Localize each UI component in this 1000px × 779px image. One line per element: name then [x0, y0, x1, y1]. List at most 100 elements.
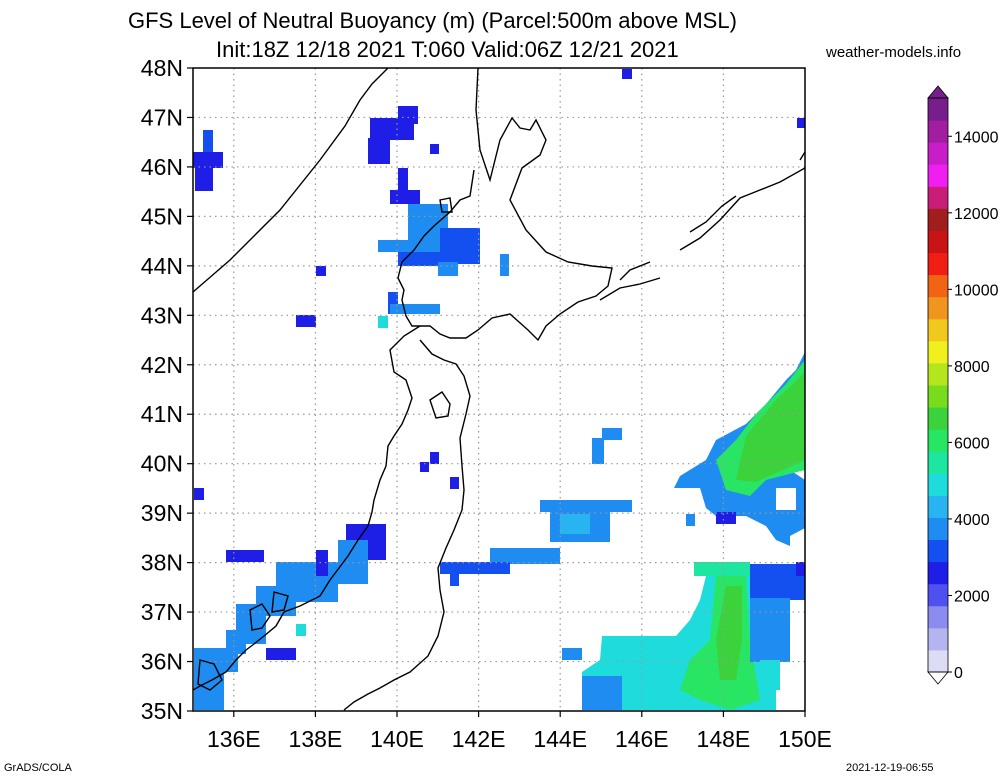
software-credit: GrADS/COLA — [4, 762, 72, 774]
lnb-field — [430, 452, 439, 464]
lnb-field — [694, 562, 750, 576]
colorbar-swatch — [928, 98, 948, 121]
lnb-field — [266, 648, 296, 660]
lnb-field — [716, 586, 742, 680]
lat-label: 47N — [141, 104, 183, 130]
lnb-field — [378, 240, 408, 252]
colorbar-swatch — [928, 296, 948, 320]
colorbar-label: 14000 — [954, 129, 999, 146]
render-timestamp: 2021-12-19-06:55 — [846, 762, 934, 774]
colorbar-swatch — [928, 561, 948, 585]
colorbar-swatch — [928, 649, 948, 673]
lnb-field — [388, 292, 398, 314]
lnb-field — [398, 168, 408, 192]
colorbar-swatch — [928, 164, 948, 187]
colorbar-frame — [927, 97, 949, 673]
coastline — [619, 261, 651, 281]
colorbar-swatch — [928, 142, 948, 165]
coastline — [197, 659, 223, 691]
colorbar-label: 10000 — [954, 282, 999, 299]
lnb-field — [420, 462, 429, 472]
lat-label: 42N — [141, 352, 183, 378]
lon-label: 140E — [370, 726, 424, 752]
coastline — [689, 195, 737, 233]
colorbar-label: 0 — [954, 665, 963, 682]
colorbar-swatch — [928, 539, 948, 563]
lnb-field — [796, 562, 805, 576]
colorbar-swatch — [928, 407, 948, 430]
chart-title: GFS Level of Neutral Buoyancy (m) (Parce… — [128, 8, 737, 33]
lon-label: 136E — [207, 726, 261, 752]
lnb-field — [296, 315, 316, 327]
lnb-field — [398, 106, 418, 124]
coastline — [271, 591, 289, 613]
colorbar-top-arrow — [927, 85, 949, 99]
lon-label: 146E — [615, 726, 669, 752]
colorbar-swatch — [928, 230, 948, 254]
lat-label: 40N — [141, 451, 183, 477]
coastline — [599, 277, 661, 301]
lnb-field — [195, 165, 213, 191]
lat-label: 38N — [141, 550, 183, 576]
coastline — [439, 197, 453, 213]
colorbar-swatch — [928, 208, 948, 231]
lat-label: 48N — [141, 55, 183, 81]
coastline — [397, 68, 613, 342]
lnb-field — [203, 130, 213, 155]
coastline — [343, 339, 471, 711]
colorbar-swatch — [928, 495, 948, 518]
coastline — [193, 325, 421, 691]
colorbar-label: 12000 — [954, 206, 999, 223]
colorbar-swatch — [928, 120, 948, 143]
coastline — [193, 68, 389, 293]
colorbar-swatch — [928, 429, 948, 452]
colorbar-swatch — [928, 627, 948, 651]
lat-label: 46N — [141, 154, 183, 180]
lon-label: 150E — [778, 726, 832, 752]
colorbar-label: 4000 — [954, 512, 990, 529]
lat-label: 45N — [141, 203, 183, 229]
lnb-field — [602, 428, 622, 440]
lnb-field — [582, 676, 622, 710]
lnb-field — [430, 144, 439, 154]
lnb-field — [226, 550, 264, 562]
plot-frame — [192, 67, 806, 712]
colorbar-swatch — [928, 252, 948, 276]
coastline — [799, 151, 805, 161]
lnb-field — [716, 512, 736, 524]
colorbar-swatch — [928, 274, 948, 298]
lon-label: 144E — [533, 726, 587, 752]
colorbar-label: 6000 — [954, 435, 990, 452]
lat-label: 44N — [141, 253, 183, 279]
colorbar-swatch — [928, 186, 948, 209]
lon-label: 142E — [452, 726, 506, 752]
lnb-field — [562, 648, 582, 660]
colorbar-swatch — [928, 517, 948, 541]
lnb-field — [592, 438, 604, 464]
lat-label: 39N — [141, 500, 183, 526]
lnb-field — [440, 562, 510, 574]
lnb-field — [316, 550, 328, 576]
lnb-field — [194, 488, 204, 500]
lnb-field — [438, 262, 458, 276]
lnb-field — [776, 488, 796, 510]
colorbar-swatch — [928, 473, 948, 496]
lnb-field — [622, 69, 632, 79]
chart-subtitle: Init:18Z 12/18 2021 T:060 Valid:06Z 12/2… — [216, 37, 679, 62]
coastline — [679, 167, 805, 251]
lnb-field — [450, 477, 459, 489]
lnb-field — [490, 548, 560, 564]
lnb-field — [750, 598, 790, 662]
lnb-field — [368, 138, 390, 164]
lnb-field — [316, 266, 326, 276]
lnb-field — [390, 190, 420, 204]
lnb-field — [500, 254, 509, 276]
colorbar-swatch — [928, 605, 948, 629]
colorbar-swatch — [928, 583, 948, 607]
lnb-field — [296, 624, 306, 636]
colorbar-swatch — [928, 340, 948, 364]
site-credit: weather-models.info — [826, 44, 962, 61]
lat-label: 41N — [141, 401, 183, 427]
lnb-field — [193, 152, 223, 168]
